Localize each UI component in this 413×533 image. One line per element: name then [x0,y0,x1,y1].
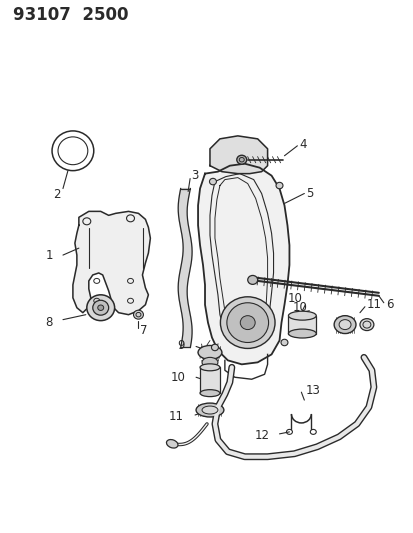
Polygon shape [197,164,289,365]
Ellipse shape [220,297,274,349]
Ellipse shape [211,344,218,351]
Text: 12: 12 [254,430,269,442]
Bar [288,316,316,334]
Ellipse shape [166,440,178,448]
Text: 11: 11 [169,410,184,424]
Polygon shape [73,212,150,314]
Ellipse shape [226,303,268,343]
Text: 7: 7 [140,324,147,337]
Ellipse shape [275,182,282,189]
Polygon shape [209,136,267,174]
Text: 5: 5 [306,187,313,200]
Ellipse shape [209,179,216,185]
Text: 4: 4 [299,139,306,151]
Polygon shape [178,189,192,348]
Ellipse shape [196,403,223,417]
Ellipse shape [97,305,103,310]
Text: 9: 9 [177,339,185,352]
Text: 6: 6 [385,298,392,311]
Text: 1: 1 [45,248,53,262]
Ellipse shape [93,300,108,315]
Ellipse shape [202,406,217,414]
Ellipse shape [202,358,217,367]
Text: 10: 10 [170,371,185,384]
Text: 13: 13 [305,384,319,397]
Ellipse shape [247,276,257,285]
Text: 3: 3 [191,169,198,182]
Text: 2: 2 [53,188,61,201]
Ellipse shape [236,155,246,164]
Ellipse shape [280,340,287,346]
Ellipse shape [333,316,355,334]
Ellipse shape [288,329,316,338]
Ellipse shape [87,295,114,321]
Text: 93107  2500: 93107 2500 [13,6,128,23]
Text: 10: 10 [292,301,306,314]
Ellipse shape [199,364,219,371]
Ellipse shape [240,316,254,329]
Text: 11: 11 [366,298,381,311]
Ellipse shape [359,319,373,330]
Text: 10: 10 [287,292,302,305]
Bar [199,367,219,393]
Ellipse shape [197,345,221,359]
Ellipse shape [338,320,350,329]
Ellipse shape [199,390,219,397]
Ellipse shape [288,311,316,320]
Ellipse shape [133,310,143,319]
Text: 8: 8 [45,316,53,329]
